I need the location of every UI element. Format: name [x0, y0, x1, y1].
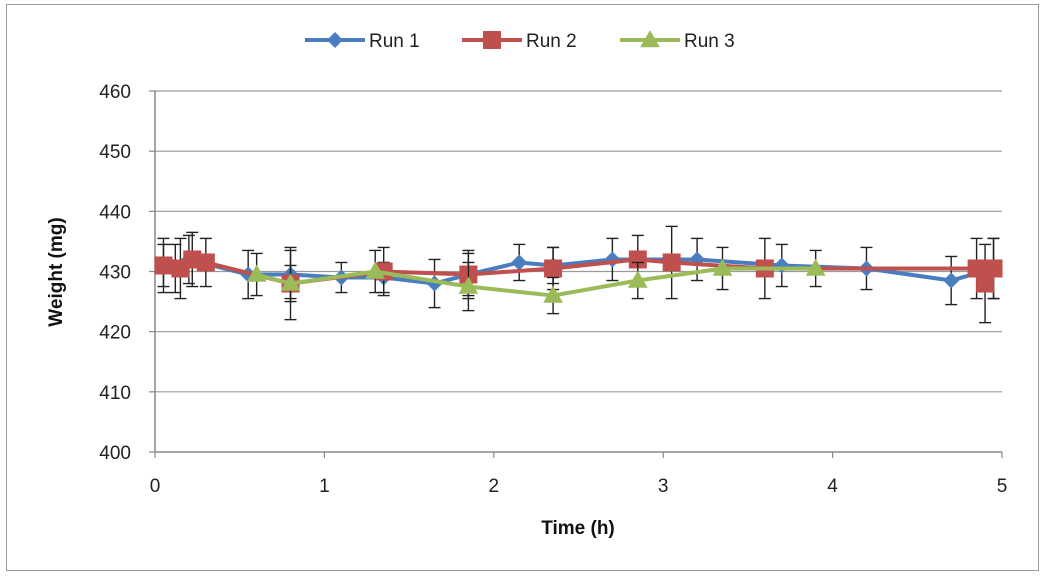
y-tick-label: 440 — [99, 202, 131, 223]
data-point — [984, 259, 1003, 278]
data-point — [805, 258, 826, 276]
data-point — [458, 276, 479, 294]
legend-item: Run 2 — [462, 31, 577, 52]
legend-label: Run 2 — [526, 31, 577, 52]
legend-marker — [483, 31, 501, 49]
legend-item: Run 3 — [620, 30, 735, 52]
data-point — [543, 285, 563, 303]
legend-label: Run 1 — [369, 31, 420, 52]
data-point — [662, 253, 681, 272]
legend-marker — [640, 30, 660, 48]
data-point — [544, 259, 563, 278]
series-line — [256, 266, 816, 298]
y-tick-labels: 400 410 420 430 440 450 460 — [99, 82, 155, 464]
legend-item: Run 1 — [305, 31, 420, 52]
data-point — [967, 259, 986, 278]
x-tick-label: 0 — [150, 476, 161, 497]
gridlines — [155, 90, 1002, 393]
y-tick-label: 450 — [99, 142, 131, 163]
y-tick-label: 430 — [99, 263, 131, 284]
x-axis-title: Time (h) — [541, 518, 615, 539]
series-run-2 — [154, 225, 1003, 324]
legend-label: Run 3 — [684, 31, 735, 52]
x-tick-labels: 0 1 2 3 4 5 — [150, 452, 1008, 497]
data-point — [712, 258, 733, 276]
legend-marker — [327, 32, 343, 48]
data-point — [183, 250, 202, 269]
data-point — [246, 264, 267, 282]
y-tick-label: 410 — [99, 383, 131, 404]
data-point — [628, 250, 647, 269]
legend: Run 1 Run 2 Run 3 — [305, 30, 735, 52]
y-tick-label: 400 — [99, 443, 131, 464]
data-point — [280, 273, 301, 291]
x-tick-label: 5 — [997, 476, 1008, 497]
data-point — [604, 251, 621, 268]
y-tick-label: 460 — [99, 82, 131, 103]
series — [154, 225, 1003, 324]
x-tick-label: 2 — [489, 476, 500, 497]
data-point — [976, 274, 995, 293]
series-run-3 — [246, 246, 826, 315]
data-point — [154, 256, 173, 275]
x-tick-label: 1 — [319, 476, 330, 497]
data-point — [196, 253, 215, 272]
data-point — [627, 270, 648, 288]
data-point — [943, 272, 960, 289]
data-point — [365, 261, 386, 279]
y-axis-title: Weight (mg) — [46, 217, 67, 326]
x-tick-label: 4 — [827, 476, 838, 497]
y-tick-label: 420 — [99, 323, 131, 344]
data-point — [511, 254, 528, 271]
x-tick-label: 3 — [658, 476, 669, 497]
